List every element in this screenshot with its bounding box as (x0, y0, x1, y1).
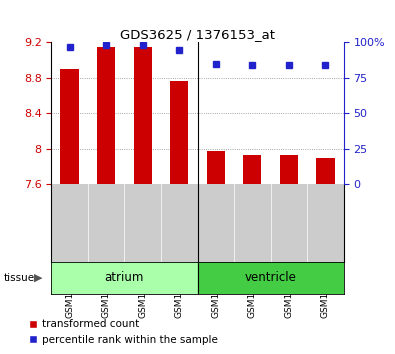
Bar (134, 47, 152, 184)
Bar (243, 155, 261, 184)
Bar (170, 81, 188, 184)
Bar (51, 262, 198, 294)
Bar (280, 155, 298, 184)
Bar (60, 69, 79, 184)
Text: atrium: atrium (105, 272, 144, 284)
Text: tissue: tissue (4, 273, 35, 283)
Legend: transformed count, percentile rank within the sample: transformed count, percentile rank withi… (25, 315, 222, 349)
Bar (198, 262, 344, 294)
Title: GDS3625 / 1376153_at: GDS3625 / 1376153_at (120, 28, 275, 41)
Bar (316, 158, 335, 184)
Text: ventricle: ventricle (245, 272, 297, 284)
Bar (207, 152, 225, 184)
Bar (97, 47, 115, 184)
Text: ▶: ▶ (34, 273, 42, 283)
